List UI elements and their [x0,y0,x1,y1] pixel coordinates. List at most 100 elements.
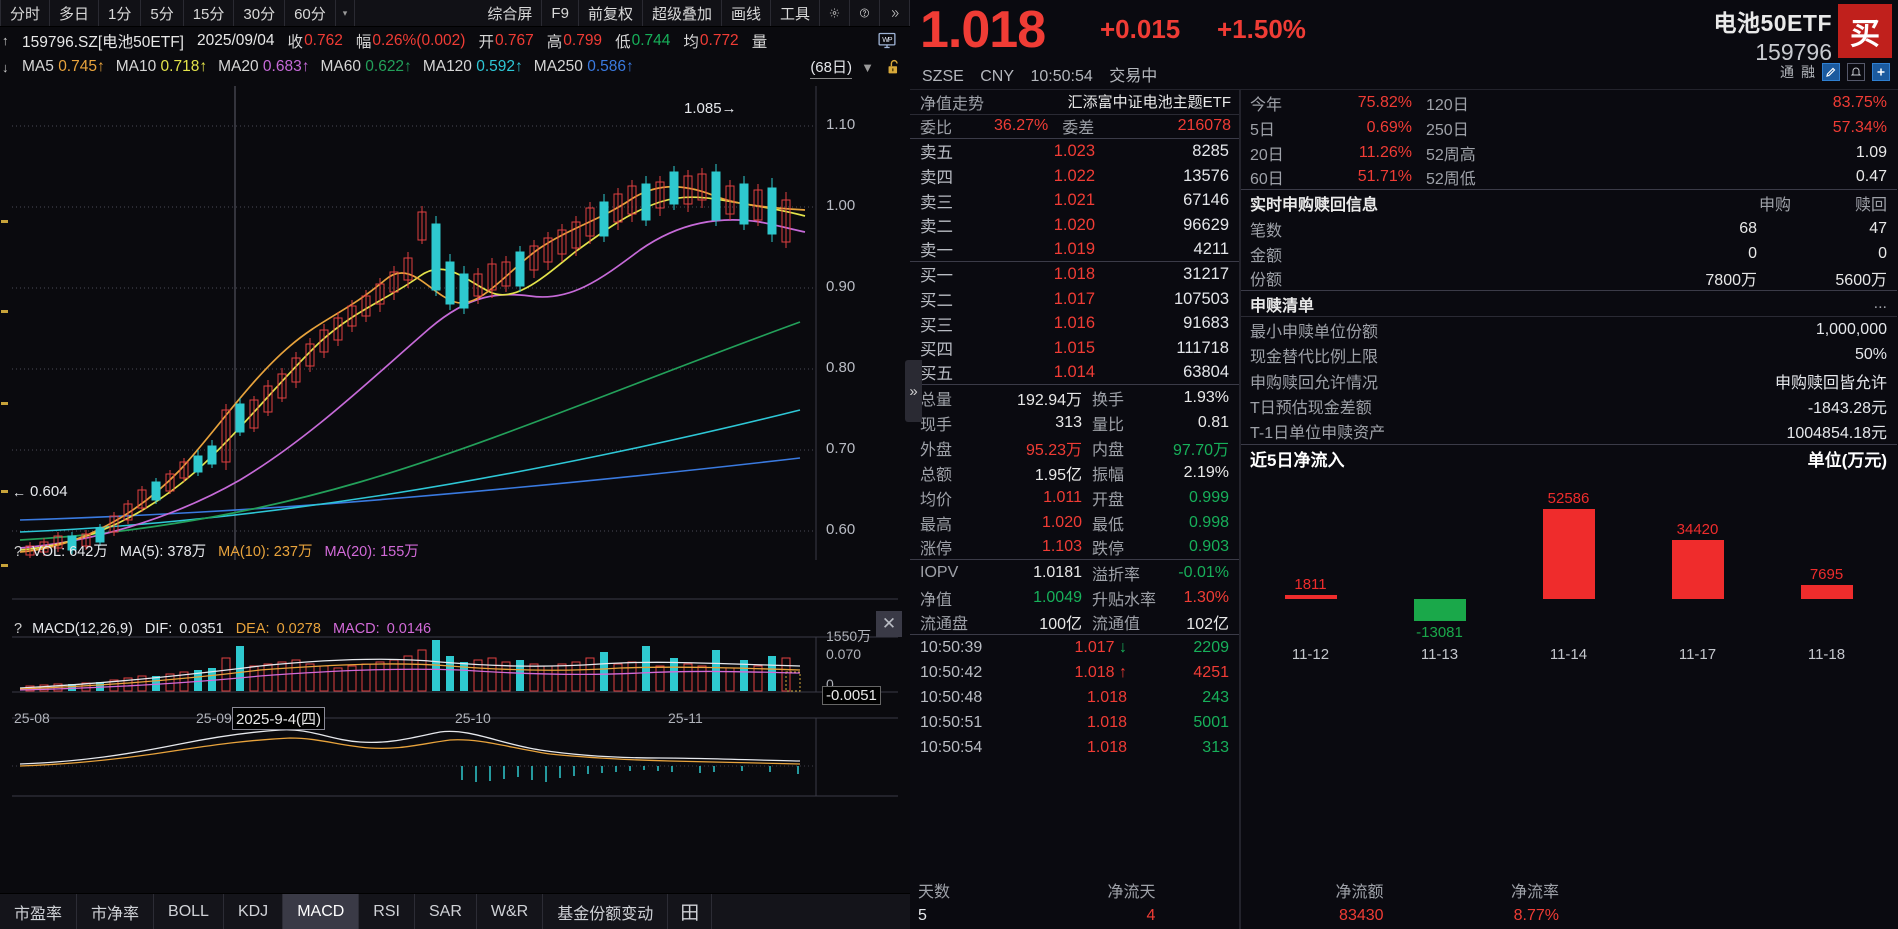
perf-v-20d: 11.26% [1358,143,1412,161]
bid5-price: 1.014 [1053,362,1095,381]
tick-volume: 4251 [1193,663,1229,681]
x-label-2: 25-09 [196,710,232,726]
tab-fenshi[interactable]: 分时 [0,0,51,26]
stat-row: 外盘 95.23万 内盘 97.70万 [910,435,1239,460]
tab-fund-share-change[interactable]: 基金份额变动 [543,894,669,929]
chevrons-right-icon[interactable] [880,0,910,26]
tab-pe-ratio[interactable]: 市盈率 [0,894,78,929]
tab-pb-ratio[interactable]: 市净率 [77,894,155,929]
tab-macd[interactable]: MACD [283,894,360,929]
orderbook-ask-row[interactable]: 卖三 1.021 67146 [910,188,1239,213]
perf-k-5d: 5日 [1250,121,1275,139]
scroll-left-icon[interactable]: ↑ [2,33,9,48]
tab-sar[interactable]: SAR [415,894,477,929]
tab-60min[interactable]: 60分 [285,0,336,26]
orderbook-bid-row[interactable]: 买五 1.014 63804 [910,361,1239,386]
nav-trend-label: 净值走势 [920,95,985,113]
perf-v-5d: 0.69% [1366,118,1412,136]
plus-icon[interactable] [1872,63,1890,81]
close-x-icon[interactable]: ✕ [876,611,902,637]
pcf-k-unit-assets: T-1日单位申赎资产 [1250,425,1386,443]
lock-open-icon[interactable] [885,58,902,81]
flow-th-days: 天数 [918,884,951,901]
panel-collapse-handle[interactable]: » [905,360,922,422]
tab-1min[interactable]: 1分 [99,0,142,26]
flow-x-label: 11-13 [1420,645,1459,663]
orderbook-ask-row[interactable]: 卖四 1.022 13576 [910,164,1239,189]
weicha-label: 委差 [1062,120,1095,138]
tab-kdj[interactable]: KDJ [224,894,284,929]
fund-flow-table: 天数 净流天 净流额 净流率 5 4 83430 8.77% [910,877,1567,929]
tab-boll[interactable]: BOLL [154,894,224,929]
orderbook-bid-row[interactable]: 买四 1.015 111718 [910,336,1239,361]
dea-value: 0.0278 [276,621,321,637]
tab-5min[interactable]: 5分 [141,0,184,26]
bid1-price: 1.018 [1053,264,1095,283]
tab-15min[interactable]: 15分 [184,0,235,26]
triangle-down-icon[interactable]: ▼ [861,59,874,75]
price-axis-3: 0.90 [826,278,856,295]
help-icon[interactable] [850,0,880,26]
kline-chart-area[interactable]: 1.10 1.00 0.90 0.80 0.70 0.60 1.085→ 0.6… [0,80,910,929]
ma120-label: MA120 [422,58,472,75]
bid2-label: 买二 [920,292,953,311]
tag-tong[interactable]: 通 [1780,64,1794,80]
wp-monitor-icon[interactable]: W P [876,30,898,56]
ma60-item: MA60 0.622↑ [320,58,411,76]
orderbook-bid-row[interactable]: 买三 1.016 91683 [910,311,1239,336]
ma5-value: 0.745↑ [58,58,105,75]
bid3-label: 买三 [920,316,953,335]
buy-button[interactable]: 买 [1838,4,1892,58]
arrow-left-icon: ← [12,484,26,500]
ma20-item: MA20 0.683↑ [218,58,309,76]
tick-time: 10:50:51 [920,713,983,731]
perf-v-52w-low: 0.47 [1855,168,1887,185]
bid5-label: 买五 [920,365,953,384]
flow-th-net-rate: 净流率 [1510,884,1559,901]
macd-value: 0.0146 [386,621,432,637]
button-gongju[interactable]: 工具 [771,0,820,26]
perf-k-250d: 250日 [1426,121,1469,139]
stat-k-current-vol: 现手 [920,416,953,434]
quote-body: 净值走势 汇添富中证电池主题ETF 委比 36.27% 委差 216078 卖五… [910,90,1898,929]
tab-30min[interactable]: 30分 [234,0,286,26]
orderbook-ask-row[interactable]: 卖二 1.020 96629 [910,213,1239,238]
gear-icon[interactable] [820,0,850,26]
stat-v-premium-rate: 1.30% [1183,588,1229,606]
tag-rong[interactable]: 融 [1801,64,1815,80]
tab-duori[interactable]: 多日 [50,0,100,26]
tab-rsi[interactable]: RSI [359,894,415,929]
volume-axis-bottom: 0 [826,676,834,692]
ask1-label: 卖一 [920,242,953,261]
ask5-price: 1.023 [1053,141,1095,160]
bid4-price: 1.015 [1053,338,1095,357]
stat-k-premium: 溢折率 [1092,566,1141,584]
value-range: 0.26%(0.002) [372,31,466,49]
tab-wr[interactable]: W&R [477,894,544,929]
stat-k-iopv: IOPV [920,563,959,581]
volume-help-icon[interactable]: ? [14,544,23,560]
orderbook-ask-row[interactable]: 卖一 1.019 4211 [910,238,1239,263]
button-zonghepin[interactable]: 综合屏 [478,0,543,26]
macd-help-icon[interactable]: ? [14,621,23,637]
orderbook-ask-row[interactable]: 卖五 1.023 8285 [910,139,1239,164]
ma120-item: MA120 0.592↑ [423,58,523,76]
performance-row: 今年 75.82% 120日 83.75% [1240,90,1897,115]
volume-axis-top: 1550万 [826,628,872,644]
orderbook-bid-row[interactable]: 买二 1.017 107503 [910,287,1239,312]
stat-row: IOPV 1.0181 溢折率 -0.01% [910,560,1239,585]
orderbook-bid-row[interactable]: 买一 1.018 31217 [910,262,1239,287]
button-chaojidiejia[interactable]: 超级叠加 [643,0,722,26]
pencil-icon[interactable] [1822,63,1840,81]
value-low: 0.744 [631,31,671,49]
button-huaxian[interactable]: 画线 [722,0,771,26]
tick-row: 10:50:42 1.018 ↑ 4251 [910,660,1239,685]
add-indicator-button[interactable]: 田 [668,894,713,929]
pcf-more-icon[interactable]: ... [1873,294,1887,312]
button-qianfuquan[interactable]: 前复权 [579,0,643,26]
period-badge[interactable]: (68日) [810,56,852,79]
bell-icon[interactable] [1847,63,1865,81]
chevron-down-icon[interactable]: ▾ [336,0,356,26]
scroll-down-icon[interactable]: ↓ [2,59,9,75]
button-f9[interactable]: F9 [542,0,579,26]
